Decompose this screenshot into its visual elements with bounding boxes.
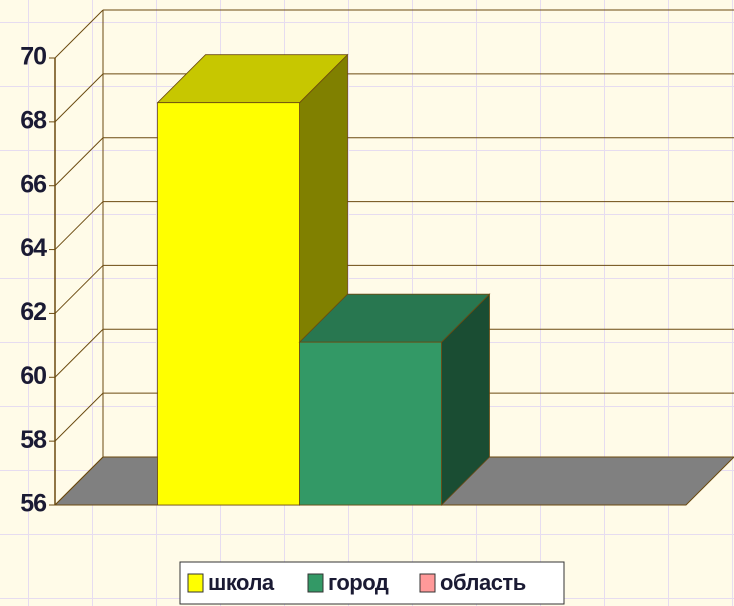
y-tick-label: 70 <box>20 43 46 71</box>
legend-label: город <box>328 570 389 595</box>
grid-line <box>54 137 104 187</box>
legend-label: область <box>440 570 526 595</box>
y-tick-label: 68 <box>20 106 47 134</box>
y-tick-label: 66 <box>20 170 46 198</box>
grid-line <box>54 265 104 314</box>
grid-line <box>54 73 104 123</box>
y-tick-label: 56 <box>20 490 46 518</box>
bar <box>299 341 442 506</box>
grid-line <box>54 328 104 378</box>
legend-swatch <box>419 573 436 593</box>
grid-line <box>54 201 104 250</box>
grid-line <box>54 456 104 506</box>
legend-box <box>179 561 565 605</box>
y-tick-label: 60 <box>20 362 46 390</box>
legend-swatch <box>307 573 324 593</box>
y-tick-label: 64 <box>20 234 47 262</box>
bar <box>157 102 300 506</box>
grid-line <box>54 392 104 442</box>
legend-swatch <box>187 573 204 593</box>
grid-line <box>54 9 104 59</box>
legend-label: школа <box>208 570 275 595</box>
y-tick-label: 62 <box>20 298 46 326</box>
y-tick-label: 58 <box>20 426 47 454</box>
